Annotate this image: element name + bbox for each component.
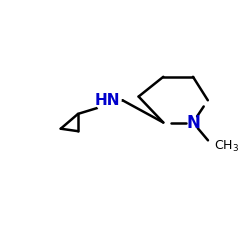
- Text: HN: HN: [95, 93, 120, 108]
- Text: N: N: [186, 114, 200, 132]
- Text: CH$_3$: CH$_3$: [214, 138, 239, 154]
